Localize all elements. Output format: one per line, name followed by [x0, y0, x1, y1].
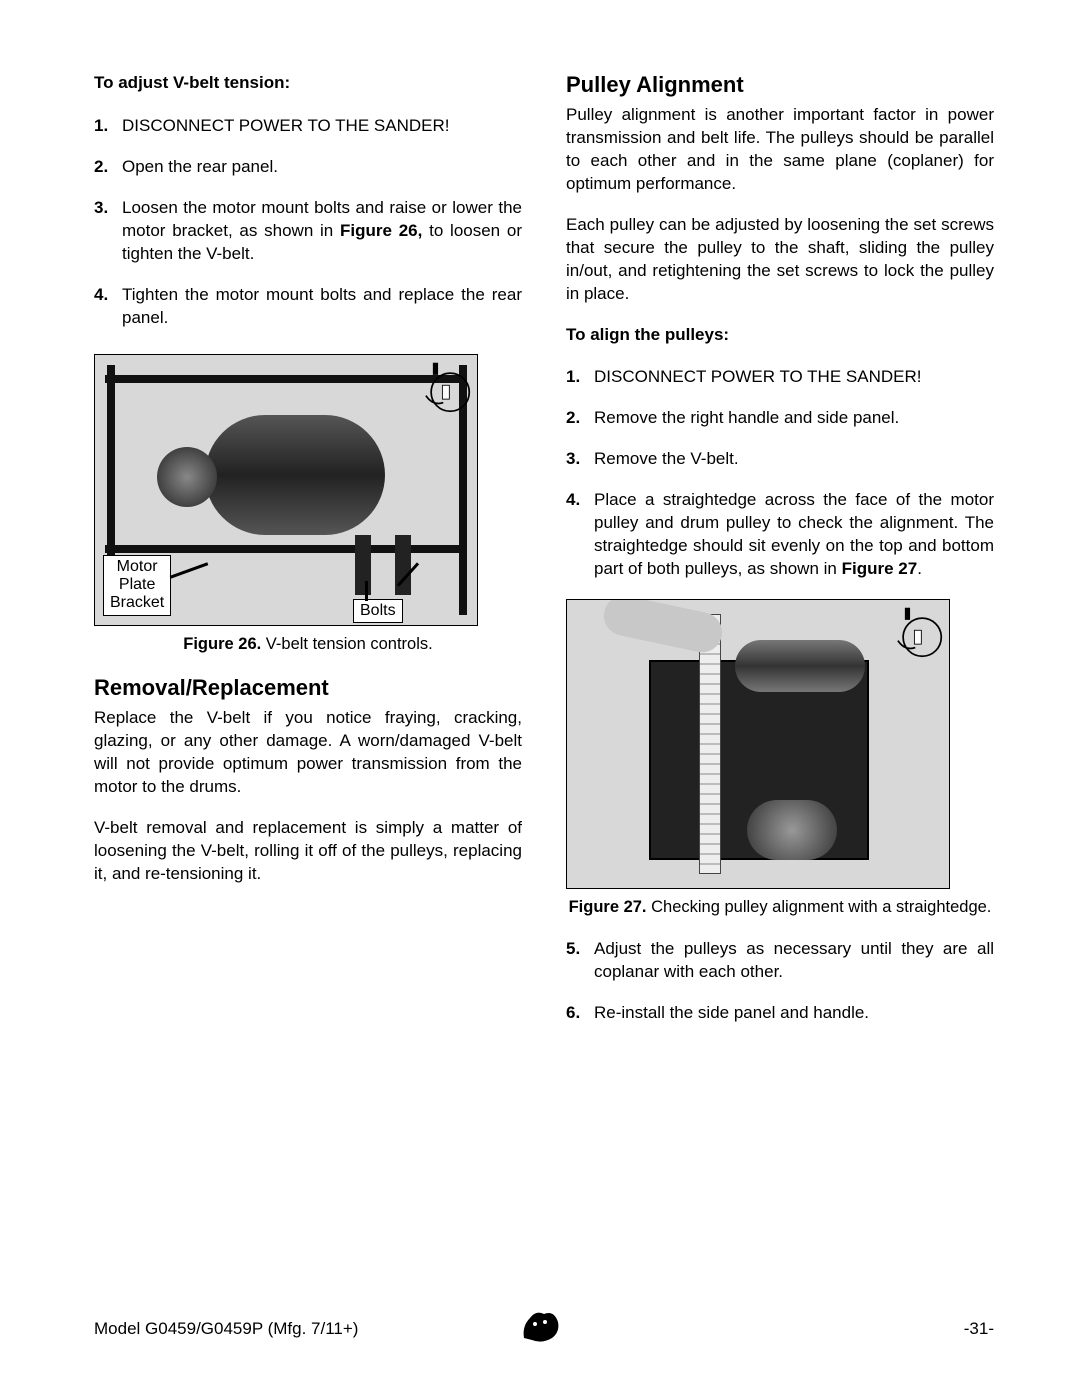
adjust-step-4: 4.Tighten the motor mount bolts and repl… [94, 284, 522, 330]
right-column: Pulley Alignment Pulley alignment is ano… [566, 72, 994, 1043]
align-step-5: 5.Adjust the pulleys as necessary until … [566, 938, 994, 984]
removal-paragraph-2: V-belt removal and replacement is simply… [94, 817, 522, 886]
align-step-2: 2.Remove the right handle and side panel… [566, 407, 994, 430]
footer-page-number: -31- [964, 1319, 994, 1339]
figure-26-caption: Figure 26. V-belt tension controls. [94, 634, 522, 655]
align-step-3: 3.Remove the V-belt. [566, 448, 994, 471]
figure-26: Motor Plate Bracket Bolts [94, 354, 478, 626]
adjust-step-1: 1.DISCONNECT POWER TO THE SANDER! [94, 115, 522, 138]
unplug-warning-icon [419, 361, 471, 418]
align-step-4: 4.Place a straightedge across the face o… [566, 489, 994, 581]
adjust-step-3: 3.Loosen the motor mount bolts and raise… [94, 197, 522, 266]
removal-replacement-heading: Removal/Replacement [94, 675, 522, 701]
alignment-paragraph-1: Pulley alignment is another important fa… [566, 104, 994, 196]
align-step-6: 6.Re-install the side panel and handle. [566, 1002, 994, 1025]
footer-model: Model G0459/G0459P (Mfg. 7/11+) [94, 1319, 358, 1339]
unplug-warning-icon [891, 606, 943, 663]
grizzly-bear-logo-icon [520, 1308, 560, 1349]
label-bolts: Bolts [353, 599, 403, 623]
two-column-layout: To adjust V-belt tension: 1.DISCONNECT P… [94, 72, 994, 1043]
adjust-step-2: 2.Open the rear panel. [94, 156, 522, 179]
align-steps-a: 1.DISCONNECT POWER TO THE SANDER! 2.Remo… [566, 366, 994, 581]
align-step-1: 1.DISCONNECT POWER TO THE SANDER! [566, 366, 994, 389]
adjust-steps-list: 1.DISCONNECT POWER TO THE SANDER! 2.Open… [94, 115, 522, 330]
removal-paragraph-1: Replace the V-belt if you notice fraying… [94, 707, 522, 799]
alignment-paragraph-2: Each pulley can be adjusted by loosening… [566, 214, 994, 306]
label-motor-plate-bracket: Motor Plate Bracket [103, 555, 171, 616]
figure-27 [566, 599, 950, 889]
adjust-tension-heading: To adjust V-belt tension: [94, 72, 522, 95]
align-pulleys-subheading: To align the pulleys: [566, 324, 994, 347]
align-steps-b: 5.Adjust the pulleys as necessary until … [566, 938, 994, 1025]
left-column: To adjust V-belt tension: 1.DISCONNECT P… [94, 72, 522, 1043]
manual-page: To adjust V-belt tension: 1.DISCONNECT P… [0, 0, 1080, 1397]
figure-27-caption: Figure 27. Checking pulley alignment wit… [566, 897, 994, 918]
pulley-alignment-heading: Pulley Alignment [566, 72, 994, 98]
